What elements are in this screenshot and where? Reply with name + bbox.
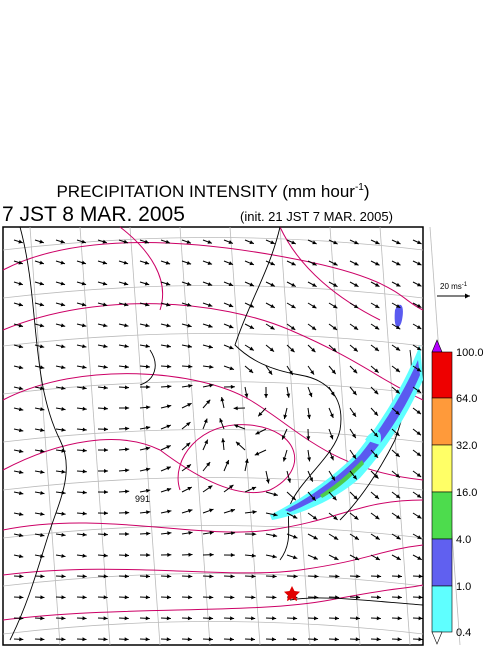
colorbar-label: 1.0 (456, 581, 471, 593)
title: PRECIPITATION INTENSITY (mm hour-1) (56, 182, 369, 201)
colorbar-bin (432, 539, 452, 586)
colorbar-label: 32.0 (456, 440, 477, 452)
colorbar-bin (432, 586, 452, 632)
vector-legend: 20 ms-1 (437, 282, 470, 299)
colorbar-bin (432, 398, 452, 445)
vector-legend-label: 20 ms-1 (440, 282, 468, 291)
pressure-label: 991 (135, 494, 150, 504)
colorbar-bin (432, 492, 452, 539)
colorbar-label: 100.0 (456, 347, 484, 359)
colorbar-label: 0.4 (456, 627, 471, 639)
title-close: ) (364, 182, 370, 201)
vector-legend-exponent: -1 (462, 282, 468, 288)
valid-time: 7 JST 8 MAR. 2005 (2, 203, 185, 226)
colorbar-over (432, 340, 442, 352)
title-text: PRECIPITATION INTENSITY (mm hour (56, 182, 355, 201)
init-time: (init. 21 JST 7 MAR. 2005) (240, 209, 393, 224)
colorbar-under (432, 632, 442, 644)
colorbar-bin (432, 352, 452, 398)
colorbar-label: 64.0 (456, 393, 477, 405)
colorbar: 100.0 64.0 32.0 16.0 4.0 1.0 0.4 (432, 340, 484, 644)
vector-legend-text: 20 ms (440, 282, 462, 291)
colorbar-label: 4.0 (456, 534, 471, 546)
map: 991 (3, 227, 460, 645)
colorbar-label: 16.0 (456, 487, 477, 499)
vector-legend-arrowhead (465, 294, 470, 299)
colorbar-bin (432, 445, 452, 492)
